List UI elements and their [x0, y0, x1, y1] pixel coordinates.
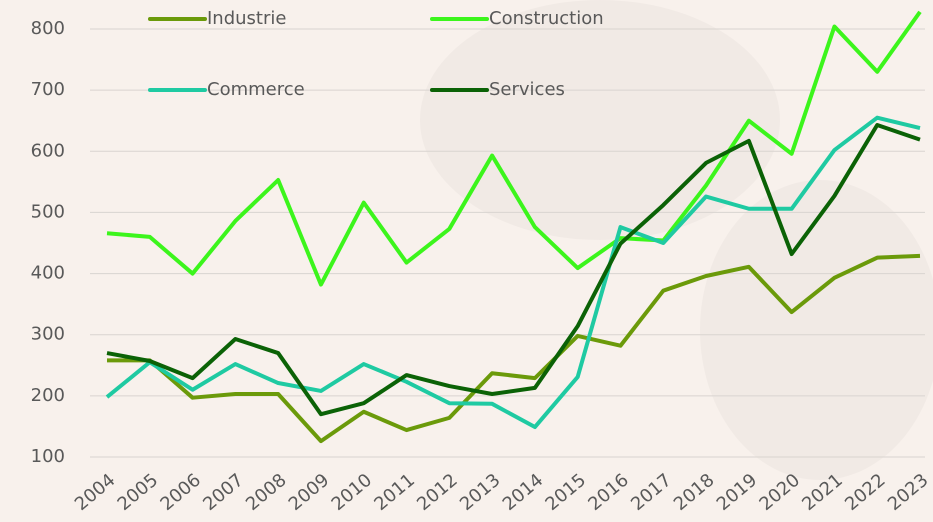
x-tick-label: 2008	[242, 470, 291, 516]
series-line	[105, 115, 921, 430]
y-tick-label: 400	[31, 263, 65, 284]
x-tick-label: 2006	[156, 470, 205, 516]
x-tick-label: 2017	[627, 470, 676, 516]
series-line	[107, 253, 921, 444]
y-tick-label: 300	[31, 324, 65, 345]
x-tick-label: 2013	[456, 470, 505, 516]
x-tick-label: 2023	[884, 470, 933, 516]
x-tick-label: 2019	[713, 470, 762, 516]
x-tick-label: 2012	[413, 470, 462, 516]
x-tick-label: 2005	[114, 470, 163, 516]
x-tick-label: 2011	[370, 470, 419, 516]
y-tick-label: 800	[31, 18, 65, 39]
x-tick-label: 2022	[841, 470, 890, 516]
x-tick-label: 2007	[199, 470, 248, 516]
legend-label: Construction	[489, 8, 604, 29]
y-tick-label: 200	[31, 385, 65, 406]
x-tick-label: 2014	[499, 470, 548, 516]
series-line	[106, 122, 921, 417]
x-tick-label: 2009	[285, 470, 334, 516]
x-tick-label: 2016	[584, 470, 633, 516]
x-tick-label: 2018	[670, 470, 719, 516]
background-shape	[700, 180, 933, 480]
legend-label: Commerce	[207, 79, 305, 100]
y-tick-label: 700	[31, 79, 65, 100]
legend-label: Industrie	[207, 8, 286, 29]
x-tick-label: 2010	[328, 470, 377, 516]
legend-label: Services	[489, 79, 565, 100]
y-tick-label: 500	[31, 201, 65, 222]
x-tick-label: 2015	[542, 470, 591, 516]
series-line	[106, 10, 922, 287]
y-tick-label: 100	[31, 446, 65, 467]
x-tick-label: 2004	[71, 470, 120, 516]
y-tick-label: 600	[31, 140, 65, 161]
